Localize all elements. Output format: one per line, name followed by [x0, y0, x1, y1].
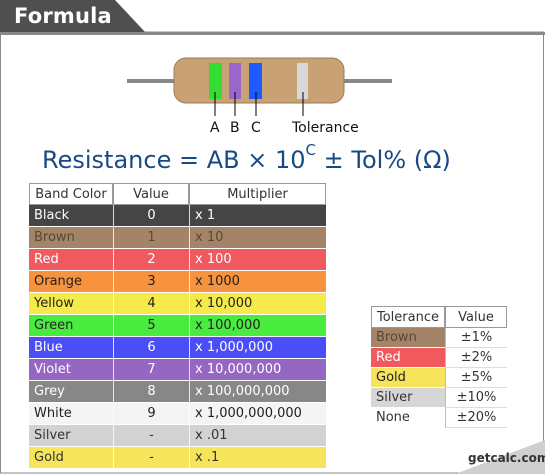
header-tolerance: Tolerance [371, 306, 445, 328]
tolerance-table: Tolerance Value Brown ±1% Red ±2% Gold ±5% Sil… [371, 306, 507, 428]
band-color-cell: Yellow [29, 293, 113, 315]
formula-times: × 10 [247, 146, 306, 174]
band-multiplier-cell: x 100 [189, 249, 326, 271]
label-a: A [210, 120, 220, 136]
table-row: Blue 6 x 1,000,000 [29, 337, 326, 359]
band-multiplier-cell: x 1 [189, 205, 326, 227]
band-color-cell: Blue [29, 337, 113, 359]
band-multiplier-cell: x .1 [189, 447, 326, 469]
band-multiplier-cell: x 10,000,000 [189, 359, 326, 381]
table-row: Black 0 x 1 [29, 205, 326, 227]
band-value-cell: 8 [113, 381, 189, 403]
band-color-cell: Violet [29, 359, 113, 381]
band-value-cell: 0 [113, 205, 189, 227]
header-band-color: Band Color [29, 183, 113, 205]
table-row: Gold - x .1 [29, 447, 326, 469]
header-tolerance-value: Value [445, 306, 507, 328]
band-color-table: Band Color Value Multiplier Black 0 x 1 Bro… [29, 183, 326, 469]
band-multiplier-cell: x 1,000,000,000 [189, 403, 326, 425]
tolerance-color-cell: Silver [371, 388, 445, 408]
table-row: Red ±2% [371, 348, 507, 368]
table-row: Silver ±10% [371, 388, 507, 408]
band-value-cell: 2 [113, 249, 189, 271]
formula-resistance: Resistance [42, 146, 172, 174]
tolerance-value-cell: ±10% [445, 388, 507, 408]
band-value-cell: 6 [113, 337, 189, 359]
header-value: Value [113, 183, 189, 205]
header-multiplier: Multiplier [189, 183, 326, 205]
formula-tolerance: ± Tol% (Ω) [323, 146, 451, 174]
band-color-cell: Silver [29, 425, 113, 447]
band-a [209, 63, 222, 99]
band-multiplier-cell: x 100,000,000 [189, 381, 326, 403]
band-multiplier-cell: x 100,000 [189, 315, 326, 337]
band-color-cell: Red [29, 249, 113, 271]
table-row: Yellow 4 x 10,000 [29, 293, 326, 315]
table-row: Gold ±5% [371, 368, 507, 388]
band-value-cell: - [113, 425, 189, 447]
band-value-cell: - [113, 447, 189, 469]
band-color-cell: Grey [29, 381, 113, 403]
band-multiplier-cell: x 1000 [189, 271, 326, 293]
tolerance-value-cell: ±5% [445, 368, 507, 388]
header-tab [0, 0, 145, 32]
tolerance-value-cell: ±20% [445, 408, 507, 428]
band-b [229, 63, 241, 99]
tolerance-color-cell: Brown [371, 328, 445, 348]
label-c: C [251, 120, 261, 136]
band-color-cell: Black [29, 205, 113, 227]
table-row: Green 5 x 100,000 [29, 315, 326, 337]
resistor-diagram [127, 57, 392, 116]
table-row: Grey 8 x 100,000,000 [29, 381, 326, 403]
formula-exponent: C [305, 141, 317, 159]
tolerance-color-cell: None [371, 408, 445, 428]
tolerance-value-cell: ±2% [445, 348, 507, 368]
table-row: White 9 x 1,000,000,000 [29, 403, 326, 425]
table-row: Red 2 x 100 [29, 249, 326, 271]
formula-ab: AB [206, 146, 240, 174]
band-c [249, 63, 262, 99]
tolerance-value-cell: ±1% [445, 328, 507, 348]
band-value-cell: 7 [113, 359, 189, 381]
table-row: Brown ±1% [371, 328, 507, 348]
getcalc-logo: getcalc.com [468, 451, 545, 465]
band-color-cell: White [29, 403, 113, 425]
band-multiplier-cell: x 10 [189, 227, 326, 249]
tolerance-color-cell: Red [371, 348, 445, 368]
band-value-cell: 3 [113, 271, 189, 293]
band-color-cell: Brown [29, 227, 113, 249]
band-tolerance [297, 63, 308, 99]
band-value-cell: 1 [113, 227, 189, 249]
formula-equals: = [178, 146, 200, 174]
table-row: None ±20% [371, 408, 507, 428]
band-value-cell: 5 [113, 315, 189, 337]
band-value-cell: 9 [113, 403, 189, 425]
page-title: Formula [14, 4, 112, 28]
label-b: B [230, 120, 240, 136]
band-multiplier-cell: x .01 [189, 425, 326, 447]
band-multiplier-cell: x 1,000,000 [189, 337, 326, 359]
band-value-cell: 4 [113, 293, 189, 315]
table-row: Violet 7 x 10,000,000 [29, 359, 326, 381]
band-color-cell: Gold [29, 447, 113, 469]
formula: Resistance = AB × 10C ± Tol% (Ω) [42, 141, 451, 174]
label-tolerance: Tolerance [292, 120, 359, 136]
band-color-cell: Orange [29, 271, 113, 293]
table-row: Silver - x .01 [29, 425, 326, 447]
table-row: Orange 3 x 1000 [29, 271, 326, 293]
tolerance-color-cell: Gold [371, 368, 445, 388]
table-row: Brown 1 x 10 [29, 227, 326, 249]
band-multiplier-cell: x 10,000 [189, 293, 326, 315]
band-color-cell: Green [29, 315, 113, 337]
